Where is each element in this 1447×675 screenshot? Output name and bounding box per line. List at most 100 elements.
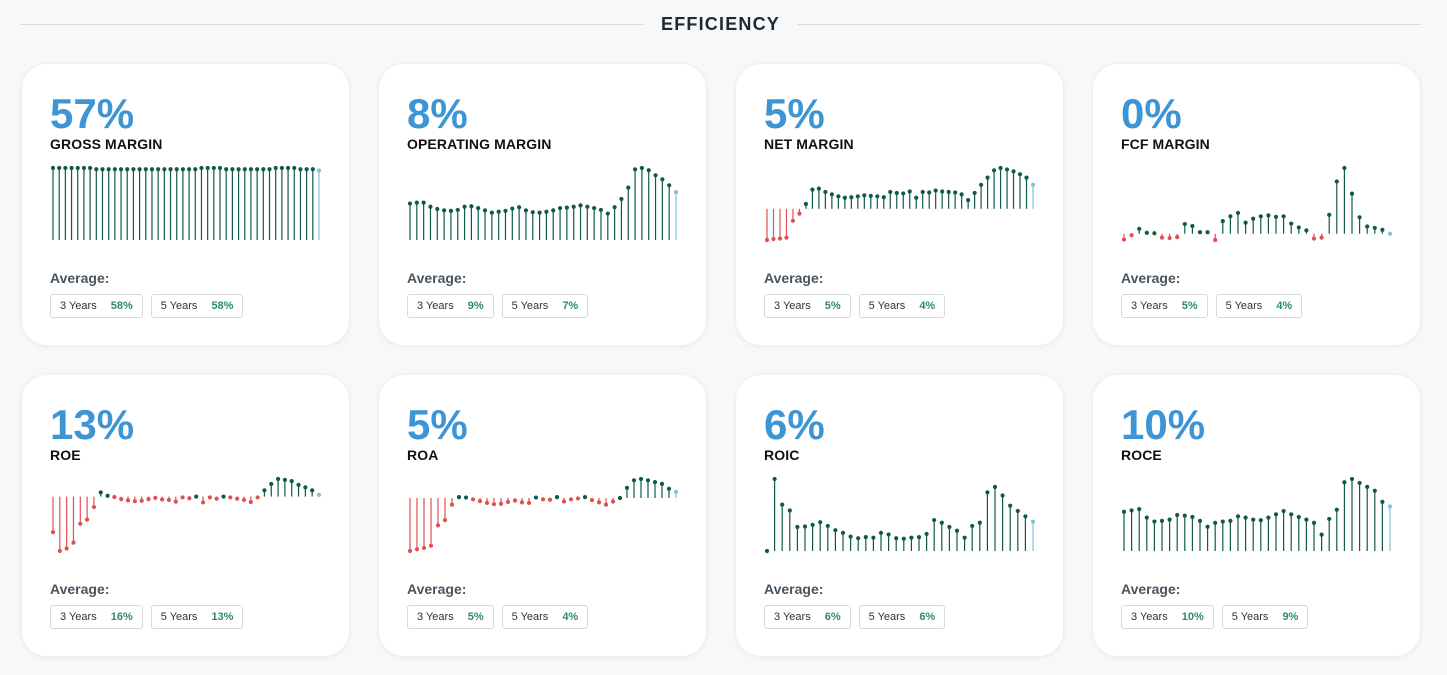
spark-point[interactable] <box>57 548 62 554</box>
spark-point[interactable] <box>118 167 124 172</box>
spark-point[interactable] <box>81 165 87 171</box>
spark-point[interactable] <box>242 167 247 172</box>
spark-point[interactable] <box>1175 512 1180 518</box>
spark-point[interactable] <box>585 204 590 209</box>
spark-point[interactable] <box>810 187 815 192</box>
spark-point[interactable] <box>273 165 278 171</box>
spark-point[interactable] <box>924 531 929 537</box>
spark-point[interactable] <box>927 190 932 195</box>
spark-point[interactable] <box>435 206 440 212</box>
spark-point[interactable] <box>1365 484 1370 489</box>
spark-point[interactable] <box>855 194 860 199</box>
average-chip[interactable]: 5 Years 9% <box>1221 605 1309 629</box>
spark-point[interactable] <box>829 192 834 197</box>
spark-point[interactable] <box>200 500 206 505</box>
spark-point[interactable] <box>673 190 679 195</box>
spark-point[interactable] <box>624 485 630 490</box>
spark-point[interactable] <box>217 165 223 171</box>
spark-point[interactable] <box>894 190 899 196</box>
spark-point[interactable] <box>1137 507 1142 512</box>
spark-point[interactable] <box>476 206 481 211</box>
spark-point[interactable] <box>64 546 69 551</box>
spark-point[interactable] <box>836 194 841 199</box>
spark-point[interactable] <box>544 209 549 214</box>
spark-point[interactable] <box>214 496 219 501</box>
spark-point[interactable] <box>1311 236 1317 241</box>
spark-point[interactable] <box>455 207 460 213</box>
spark-point[interactable] <box>194 494 199 499</box>
spark-point[interactable] <box>442 517 448 523</box>
spark-point[interactable] <box>777 236 783 241</box>
spark-point[interactable] <box>180 495 185 500</box>
spark-point[interactable] <box>482 208 488 213</box>
spark-point[interactable] <box>863 535 868 540</box>
spark-point[interactable] <box>946 189 951 195</box>
spark-point[interactable] <box>547 497 553 502</box>
spark-point[interactable] <box>78 521 83 526</box>
spark-point[interactable] <box>289 478 294 484</box>
spark-point[interactable] <box>1311 520 1317 525</box>
spark-point[interactable] <box>1327 516 1332 522</box>
spark-point[interactable] <box>407 548 413 554</box>
spark-point[interactable] <box>605 211 610 216</box>
spark-point[interactable] <box>795 524 800 530</box>
spark-point[interactable] <box>469 204 474 209</box>
spark-point[interactable] <box>985 175 990 180</box>
spark-point[interactable] <box>1182 221 1187 227</box>
spark-point[interactable] <box>298 167 303 172</box>
spark-point[interactable] <box>186 167 192 172</box>
average-chip[interactable]: 5 Years 4% <box>858 294 946 318</box>
spark-point[interactable] <box>1167 235 1172 241</box>
spark-point[interactable] <box>823 189 828 195</box>
spark-point[interactable] <box>797 211 802 216</box>
spark-point[interactable] <box>537 210 542 215</box>
metric-card[interactable]: 0% FCF MARGIN Average: 3 Years 5% 5 Year… <box>1092 63 1421 346</box>
spark-point[interactable] <box>156 167 161 172</box>
spark-point[interactable] <box>1251 517 1256 522</box>
spark-point[interactable] <box>871 535 876 540</box>
spark-point[interactable] <box>205 165 210 171</box>
average-chip[interactable]: 3 Years 16% <box>50 605 143 629</box>
spark-point[interactable] <box>526 500 532 505</box>
spark-point[interactable] <box>626 185 631 190</box>
spark-point[interactable] <box>1121 237 1127 242</box>
spark-point[interactable] <box>1213 520 1218 525</box>
spark-point[interactable] <box>125 498 131 503</box>
spark-point[interactable] <box>310 167 315 172</box>
spark-point[interactable] <box>764 237 770 243</box>
spark-point[interactable] <box>119 496 124 502</box>
spark-point[interactable] <box>1334 179 1339 184</box>
average-chip[interactable]: 3 Years 58% <box>50 294 143 318</box>
spark-point[interactable] <box>1387 504 1393 509</box>
spark-point[interactable] <box>421 200 426 205</box>
spark-point[interactable] <box>803 201 809 207</box>
spark-point[interactable] <box>69 165 74 171</box>
spark-point[interactable] <box>85 517 90 522</box>
spark-point[interactable] <box>255 167 260 172</box>
spark-point[interactable] <box>1182 513 1187 518</box>
spark-point[interactable] <box>875 194 880 199</box>
spark-point[interactable] <box>510 206 515 211</box>
spark-point[interactable] <box>1372 488 1377 493</box>
spark-point[interactable] <box>211 165 216 171</box>
spark-point[interactable] <box>998 165 1003 171</box>
spark-point[interactable] <box>639 165 644 171</box>
spark-point[interactable] <box>1190 223 1195 229</box>
spark-point[interactable] <box>772 476 777 482</box>
spark-point[interactable] <box>1327 212 1332 217</box>
spark-point[interactable] <box>1228 518 1233 523</box>
spark-point[interactable] <box>881 195 886 200</box>
spark-point[interactable] <box>787 508 792 513</box>
spark-point[interactable] <box>261 167 266 172</box>
spark-point[interactable] <box>970 523 975 529</box>
spark-point[interactable] <box>1273 214 1279 219</box>
average-chip[interactable]: 5 Years 4% <box>501 605 589 629</box>
spark-point[interactable] <box>174 167 179 172</box>
spark-point[interactable] <box>1228 214 1233 219</box>
spark-point[interactable] <box>255 495 260 500</box>
spark-point[interactable] <box>448 208 454 213</box>
spark-point[interactable] <box>1342 480 1347 485</box>
spark-point[interactable] <box>533 495 539 500</box>
spark-point[interactable] <box>463 495 469 500</box>
spark-point[interactable] <box>659 481 665 486</box>
